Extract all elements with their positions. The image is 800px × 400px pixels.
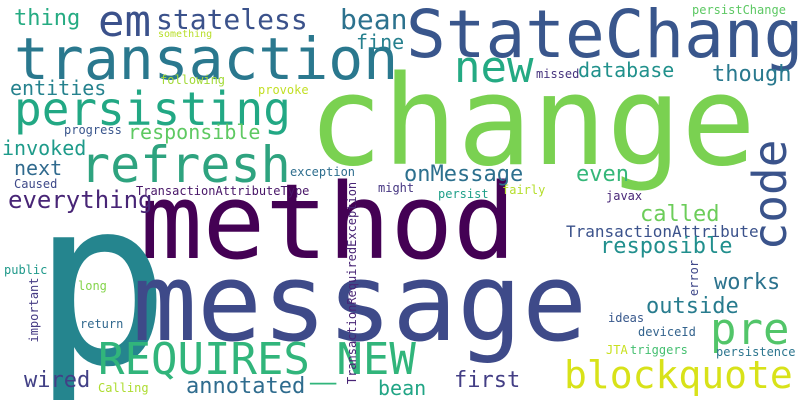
- word-requires-new: REQUIRES_NEW: [98, 334, 416, 385]
- word-method: method: [140, 161, 516, 283]
- word-entities: entities: [10, 76, 107, 100]
- word-database: database: [578, 58, 675, 82]
- word-em: em: [98, 0, 151, 47]
- word-pre: pre: [710, 304, 790, 355]
- word-error: error: [687, 259, 701, 297]
- word-transactionrequiredexception: TransactionRequiredException: [345, 181, 359, 385]
- word-might: might: [378, 181, 415, 195]
- word-bean-top: bean: [340, 3, 408, 36]
- word-refresh: refresh: [80, 136, 291, 194]
- word-missed: missed: [536, 67, 580, 81]
- word-something: something: [158, 29, 213, 40]
- word-return: return: [80, 317, 124, 331]
- word-fairly: fairly: [502, 183, 546, 197]
- word-works: works: [714, 270, 781, 295]
- word-public: public: [4, 263, 48, 277]
- word-javax: javax: [606, 189, 643, 203]
- word-provoke: provoke: [258, 83, 309, 97]
- word-responsible: responsible: [128, 120, 261, 144]
- word-first: first: [454, 368, 521, 393]
- word-jta: JTA: [606, 343, 628, 357]
- word-persisting: persisting: [14, 82, 291, 136]
- word-long: long: [78, 279, 107, 293]
- word-progress: progress: [64, 123, 122, 137]
- word-invoked: invoked: [2, 136, 87, 160]
- word-resposible: resposible: [600, 234, 733, 259]
- word-change: change: [308, 50, 756, 194]
- word-next: next: [14, 156, 63, 180]
- word-everything: everything: [8, 186, 153, 214]
- word-transactionattributetype: TransactionAttributeType: [136, 184, 310, 198]
- word-blockquote: blockquote: [564, 353, 793, 397]
- word-annotated: annotated: [186, 374, 306, 399]
- word-ideas: ideas: [608, 311, 645, 325]
- word-persistence: persistence: [716, 345, 796, 359]
- word-though: though: [712, 62, 792, 87]
- word-thing: thing: [14, 6, 81, 31]
- word-called: called: [640, 202, 720, 227]
- word-exception: exception: [290, 165, 356, 179]
- word-transaction: transaction: [14, 25, 399, 93]
- word-even: even: [576, 162, 629, 187]
- word-p: p: [32, 151, 171, 400]
- word-wired: wired: [24, 368, 91, 393]
- word-persist: persist: [438, 187, 489, 201]
- word-following: following: [160, 73, 226, 87]
- word-outside: outside: [646, 294, 739, 319]
- word-statechange: StateChange: [406, 0, 800, 73]
- word-onmessage: onMessage: [404, 162, 524, 187]
- word-fine: fine: [356, 30, 405, 54]
- word-deviceid: deviceId: [638, 325, 696, 339]
- word-new: new: [454, 42, 534, 93]
- word-message: message: [132, 241, 588, 366]
- word-calling: Calling: [98, 381, 149, 395]
- word-important: important: [27, 277, 41, 343]
- word-caused: Caused: [14, 177, 58, 191]
- word-stateless: stateless: [156, 3, 308, 36]
- word-transactionattribute: TransactionAttribute: [566, 222, 759, 241]
- word-bean-bottom: bean: [378, 376, 427, 400]
- word-triggers: triggers: [630, 343, 688, 357]
- word-persistchange: persistChange: [692, 3, 786, 17]
